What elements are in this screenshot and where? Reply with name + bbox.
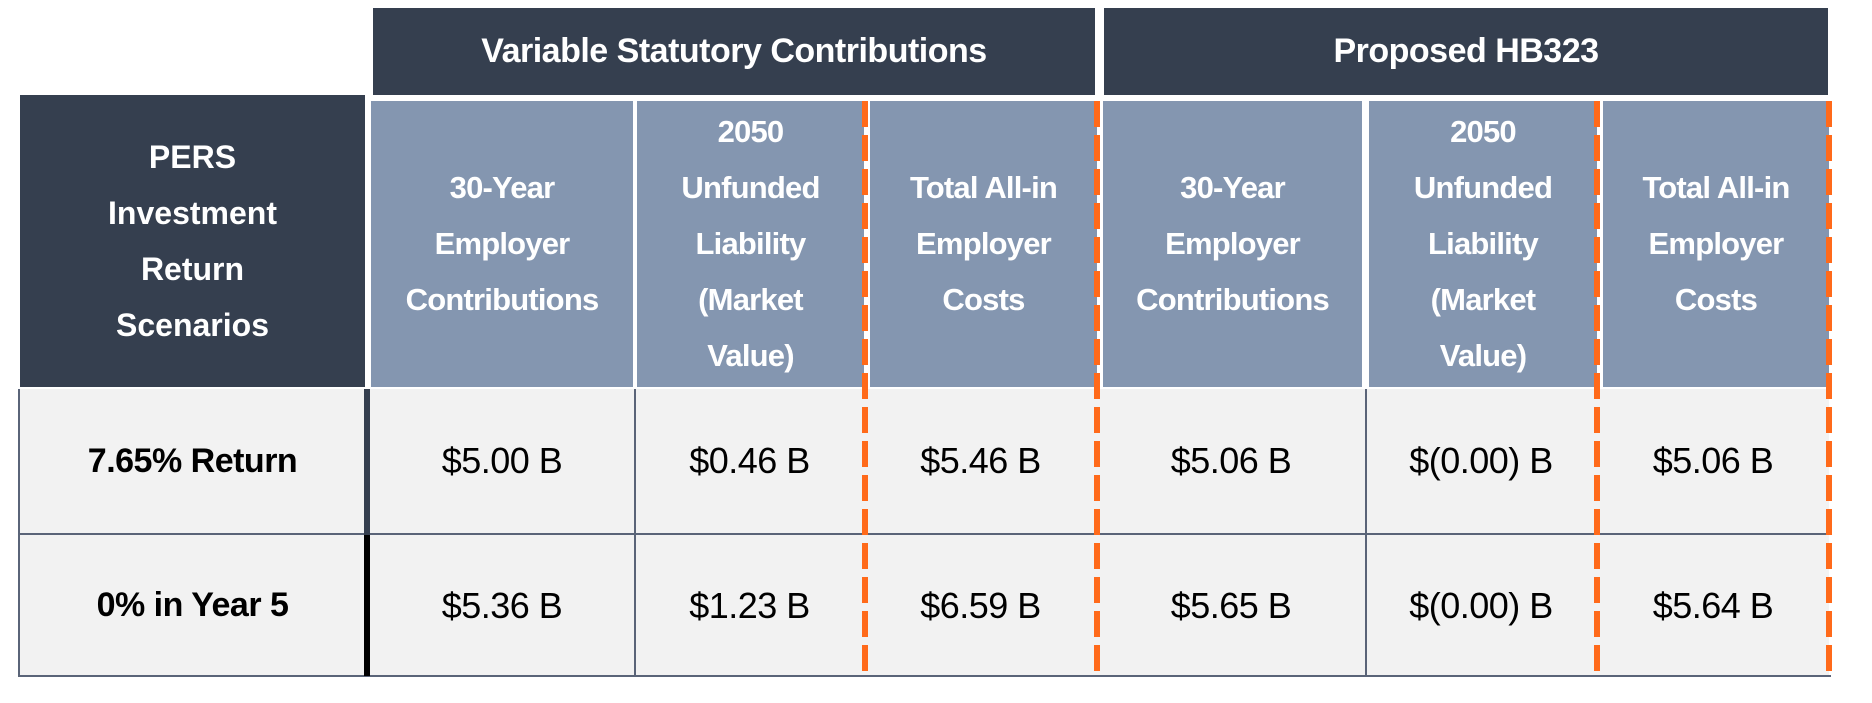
table-cell: $(0.00) B [1365,389,1597,533]
table-cell: $5.06 B [1097,389,1365,533]
column-header-hb323-30yr-contributions: 30-Year Employer Contributions [1103,101,1362,387]
row-divider [18,533,1829,535]
table-cell: $5.64 B [1597,535,1829,676]
column-header-hb323-2050-unfunded-liability: 2050 Unfunded Liability (Market Value) [1369,101,1597,387]
column-header-vsc-total-costs: Total All-in Employer Costs [870,101,1097,387]
table-cell: $6.59 B [864,535,1097,676]
table-cell: $0.46 B [635,389,864,533]
column-divider [1365,389,1367,677]
scenario-column-header: PERS Investment Return Scenarios [20,95,365,387]
highlight-dashed-line [1094,101,1100,676]
table-cell: $5.06 B [1597,389,1829,533]
table-cell: $5.00 B [369,389,635,533]
row-label-7-65-return: 7.65% Return [20,389,365,533]
table-left-border [18,389,20,677]
row-label-0-in-year-5: 0% in Year 5 [20,535,365,676]
table-cell: $5.65 B [1097,535,1365,676]
table-cell: $5.36 B [369,535,635,676]
column-header-vsc-30yr-contributions: 30-Year Employer Contributions [371,101,633,387]
column-divider [634,389,636,677]
highlight-dashed-line [862,101,868,676]
column-header-hb323-total-costs: Total All-in Employer Costs [1603,101,1829,387]
group-header-proposed-hb323: Proposed HB323 [1104,8,1828,95]
highlight-dashed-line [1594,101,1600,676]
column-header-vsc-2050-unfunded-liability: 2050 Unfunded Liability (Market Value) [637,101,864,387]
highlight-dashed-line [1826,101,1832,676]
table-cell: $5.46 B [864,389,1097,533]
table-bottom-border [18,675,1831,677]
row-header-divider [364,535,370,676]
row-header-divider [364,389,370,535]
table-cell: $(0.00) B [1365,535,1597,676]
group-header-variable-statutory: Variable Statutory Contributions [373,8,1095,95]
table-cell: $1.23 B [635,535,864,676]
